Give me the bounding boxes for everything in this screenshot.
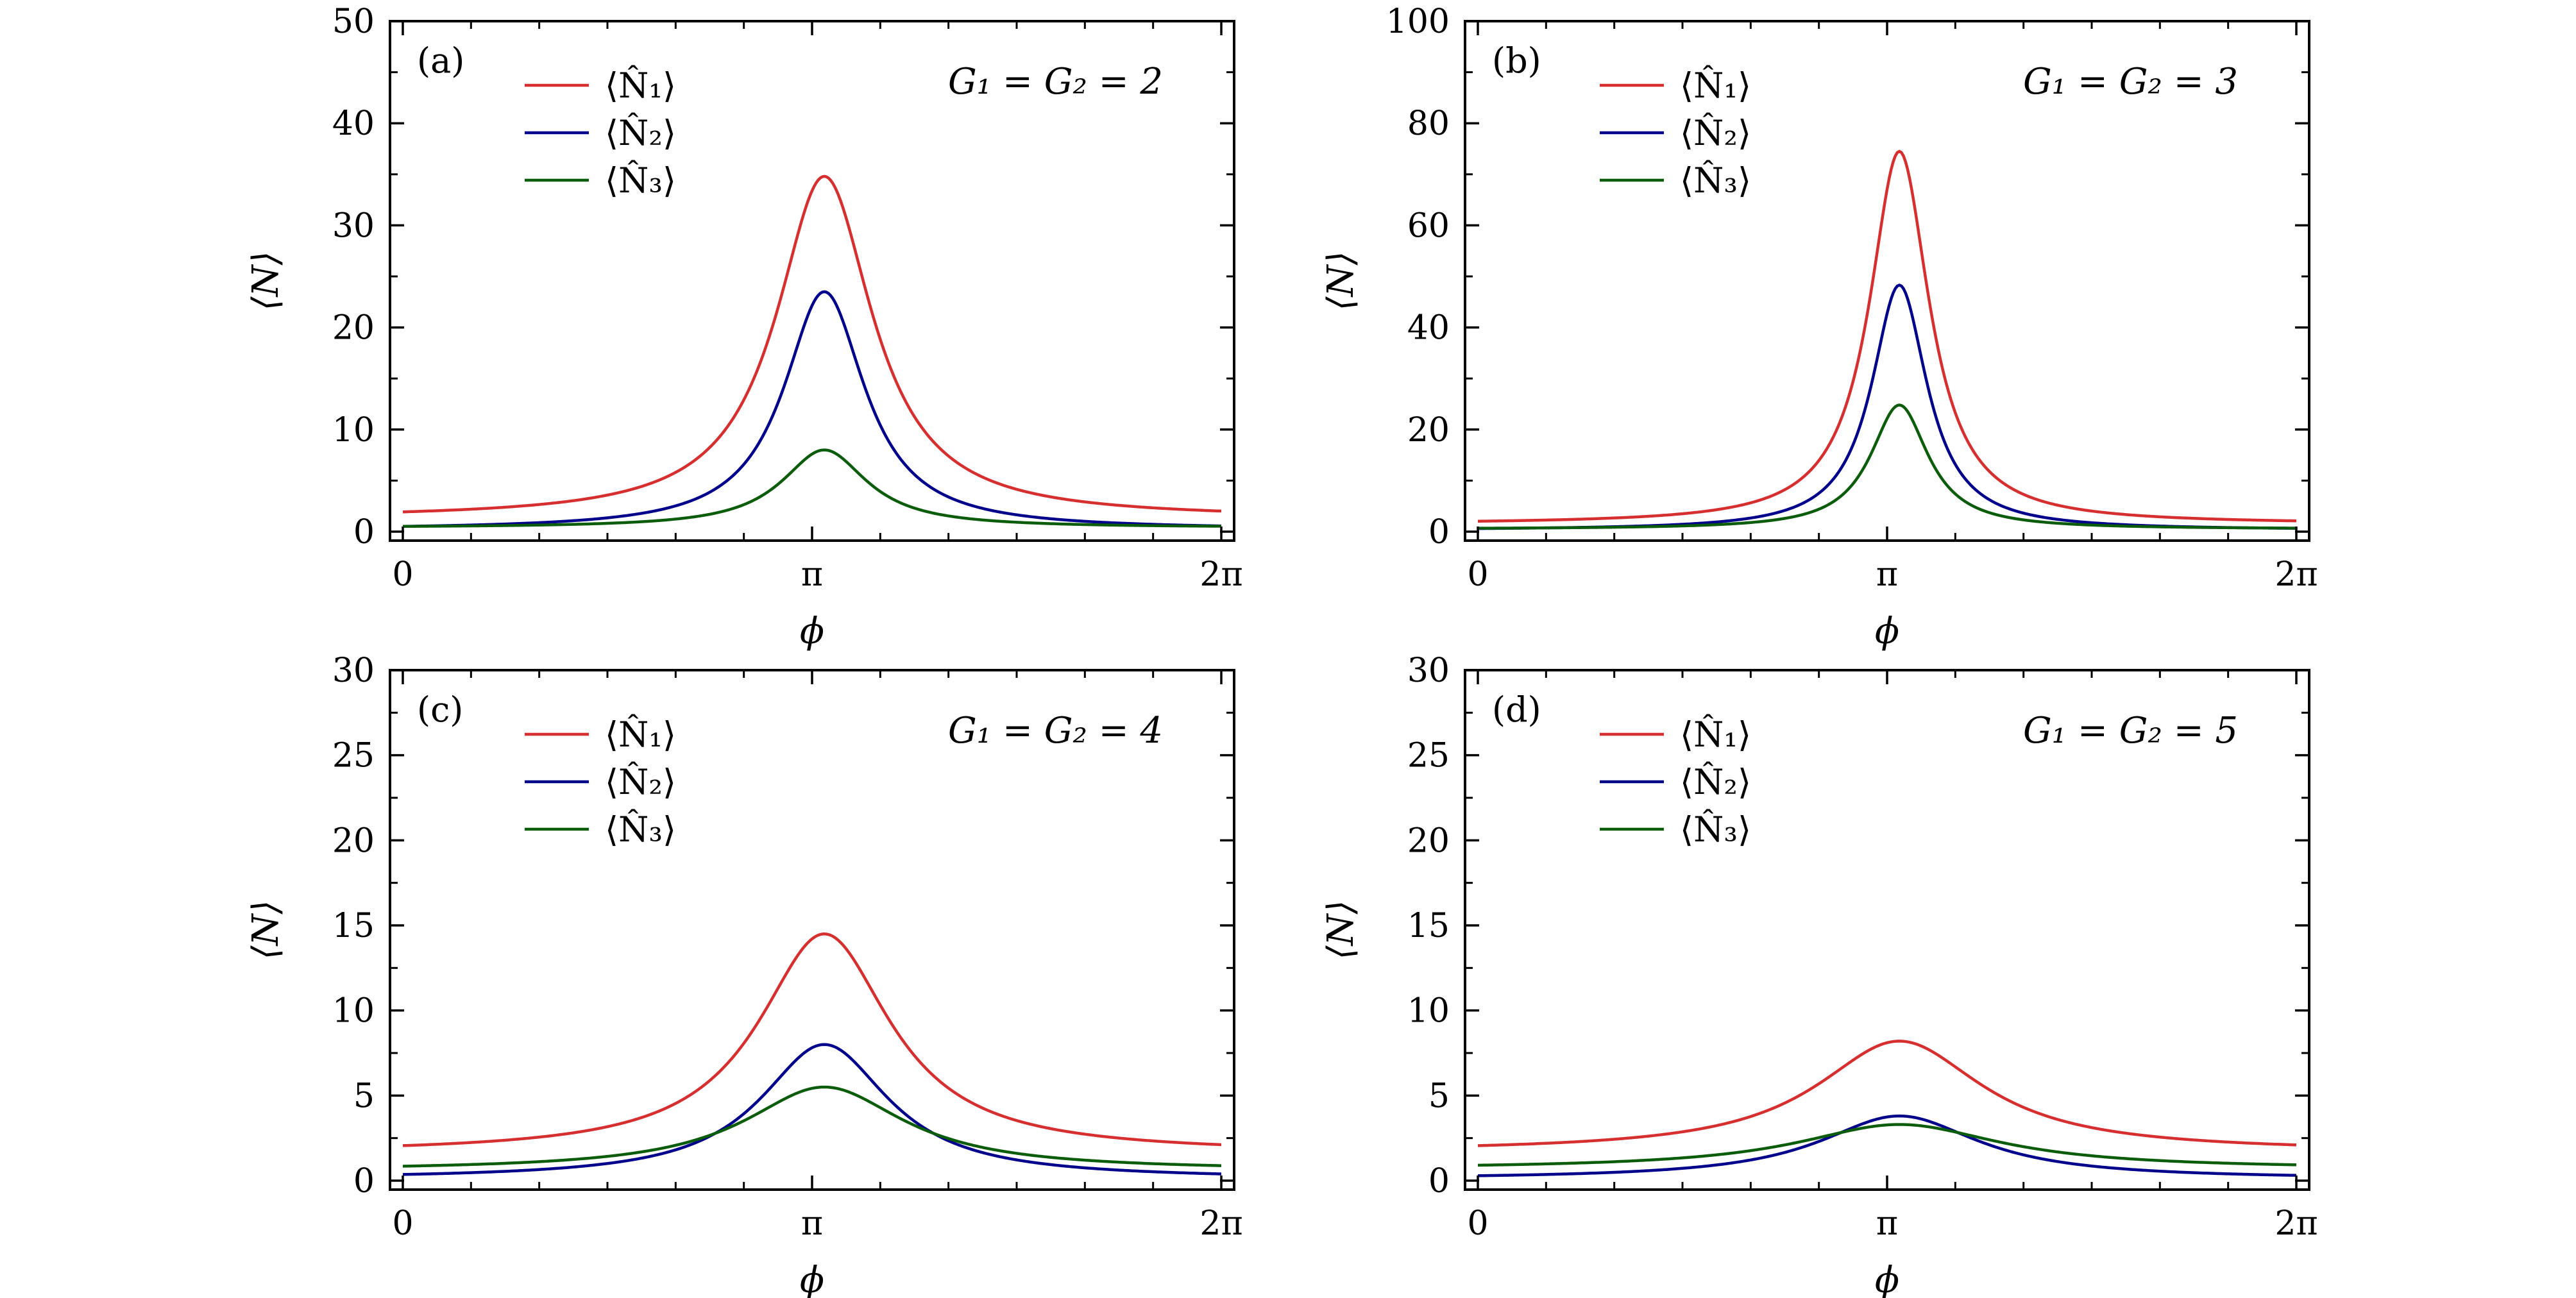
x-tick-label: 2π — [1199, 555, 1242, 594]
x-tick-label: π — [801, 1204, 823, 1243]
series-line-n1 — [402, 174, 1222, 514]
panel-label: (b) — [1492, 40, 1541, 81]
series-line-n2 — [402, 290, 1222, 528]
legend-label-n3: ⟨N̂₃⟩ — [605, 160, 676, 201]
legend-label-n3: ⟨N̂₃⟩ — [1680, 160, 1751, 201]
series-line-n2 — [1477, 283, 2297, 530]
parameter-annotation: G₁ = G₂ = 3 — [2023, 61, 2238, 103]
y-tick-label: 80 — [1407, 105, 1450, 143]
y-tick-label: 20 — [332, 822, 375, 860]
x-tick-label: 2π — [2275, 555, 2318, 594]
series-line-n1 — [1477, 149, 2297, 523]
y-tick-label: 50 — [332, 3, 375, 41]
y-tick-label: 10 — [332, 992, 375, 1031]
x-tick-label: 0 — [392, 1204, 413, 1243]
y-tick-label: 0 — [1428, 513, 1450, 552]
panel-label: (d) — [1492, 689, 1541, 730]
panel-label: (c) — [417, 689, 463, 730]
series-line-n3 — [1477, 1123, 2297, 1167]
x-tick-label: 0 — [392, 555, 413, 594]
series-line-n3 — [1477, 403, 2297, 530]
legend-label-n3: ⟨N̂₃⟩ — [1680, 809, 1751, 850]
series-line-n3 — [402, 1085, 1222, 1168]
series-line-n2 — [1477, 1114, 2297, 1177]
legend-label-n3: ⟨N̂₃⟩ — [605, 809, 676, 850]
legend-label-n2: ⟨N̂₂⟩ — [605, 112, 676, 153]
series-line-n1 — [402, 932, 1222, 1147]
y-tick-label: 25 — [1407, 737, 1450, 775]
series-line-n1 — [1477, 1040, 2297, 1147]
y-tick-label: 20 — [1407, 411, 1450, 450]
x-axis-title: ϕ — [800, 1260, 824, 1298]
legend-label-n1: ⟨N̂₁⟩ — [1680, 714, 1751, 755]
legend-label-n1: ⟨N̂₁⟩ — [1680, 65, 1751, 106]
y-tick-label: 40 — [1407, 309, 1450, 348]
y-tick-label: 15 — [332, 907, 375, 945]
legend: ⟨N̂₁⟩ ⟨N̂₂⟩ ⟨N̂₃⟩ — [525, 65, 676, 201]
parameter-annotation: G₁ = G₂ = 2 — [948, 61, 1163, 103]
y-tick-label: 0 — [353, 513, 375, 552]
x-axis-title: ϕ — [800, 611, 824, 652]
y-tick-label: 10 — [332, 411, 375, 450]
legend: ⟨N̂₁⟩ ⟨N̂₂⟩ ⟨N̂₃⟩ — [525, 714, 676, 850]
x-tick-label: 0 — [1467, 555, 1488, 594]
y-tick-label: 0 — [1428, 1162, 1450, 1201]
y-tick-label: 30 — [1407, 652, 1450, 690]
legend-label-n2: ⟨N̂₂⟩ — [1680, 761, 1751, 802]
legend: ⟨N̂₁⟩ ⟨N̂₂⟩ ⟨N̂₃⟩ — [1600, 714, 1751, 850]
x-tick-label: 2π — [1199, 1204, 1242, 1243]
y-tick-label: 5 — [353, 1077, 375, 1115]
x-tick-label: 2π — [2275, 1204, 2318, 1243]
legend-label-n1: ⟨N̂₁⟩ — [605, 714, 676, 755]
y-tick-label: 30 — [332, 652, 375, 690]
y-tick-label: 30 — [332, 206, 375, 245]
legend-label-n1: ⟨N̂₁⟩ — [605, 65, 676, 106]
y-axis-title: ⟨N⟩ — [1320, 251, 1362, 311]
y-axis-title: ⟨N⟩ — [245, 251, 287, 311]
y-tick-label: 5 — [1428, 1077, 1450, 1115]
legend: ⟨N̂₁⟩ ⟨N̂₂⟩ ⟨N̂₃⟩ — [1600, 65, 1751, 201]
panel-label: (a) — [417, 40, 464, 81]
series-line-n3 — [402, 448, 1222, 528]
y-tick-label: 40 — [332, 105, 375, 143]
y-tick-label: 15 — [1407, 907, 1450, 945]
y-tick-label: 10 — [1407, 992, 1450, 1031]
x-tick-label: π — [1876, 1204, 1898, 1243]
x-tick-label: π — [1876, 555, 1898, 594]
parameter-annotation: G₁ = G₂ = 5 — [2023, 710, 2238, 752]
y-tick-label: 25 — [332, 737, 375, 775]
y-tick-label: 0 — [353, 1162, 375, 1201]
series-line-n2 — [402, 1043, 1222, 1176]
legend-label-n2: ⟨N̂₂⟩ — [605, 761, 676, 802]
y-tick-label: 20 — [1407, 822, 1450, 860]
y-axis-title: ⟨N⟩ — [245, 900, 287, 960]
legend-label-n2: ⟨N̂₂⟩ — [1680, 112, 1751, 153]
y-tick-label: 20 — [332, 309, 375, 348]
x-tick-label: π — [801, 555, 823, 594]
x-axis-title: ϕ — [1875, 1260, 1899, 1298]
x-tick-label: 0 — [1467, 1204, 1488, 1243]
parameter-annotation: G₁ = G₂ = 4 — [948, 710, 1163, 752]
y-axis-title: ⟨N⟩ — [1320, 900, 1362, 960]
y-tick-label: 60 — [1407, 206, 1450, 245]
y-tick-label: 100 — [1386, 3, 1450, 41]
x-axis-title: ϕ — [1875, 611, 1899, 652]
